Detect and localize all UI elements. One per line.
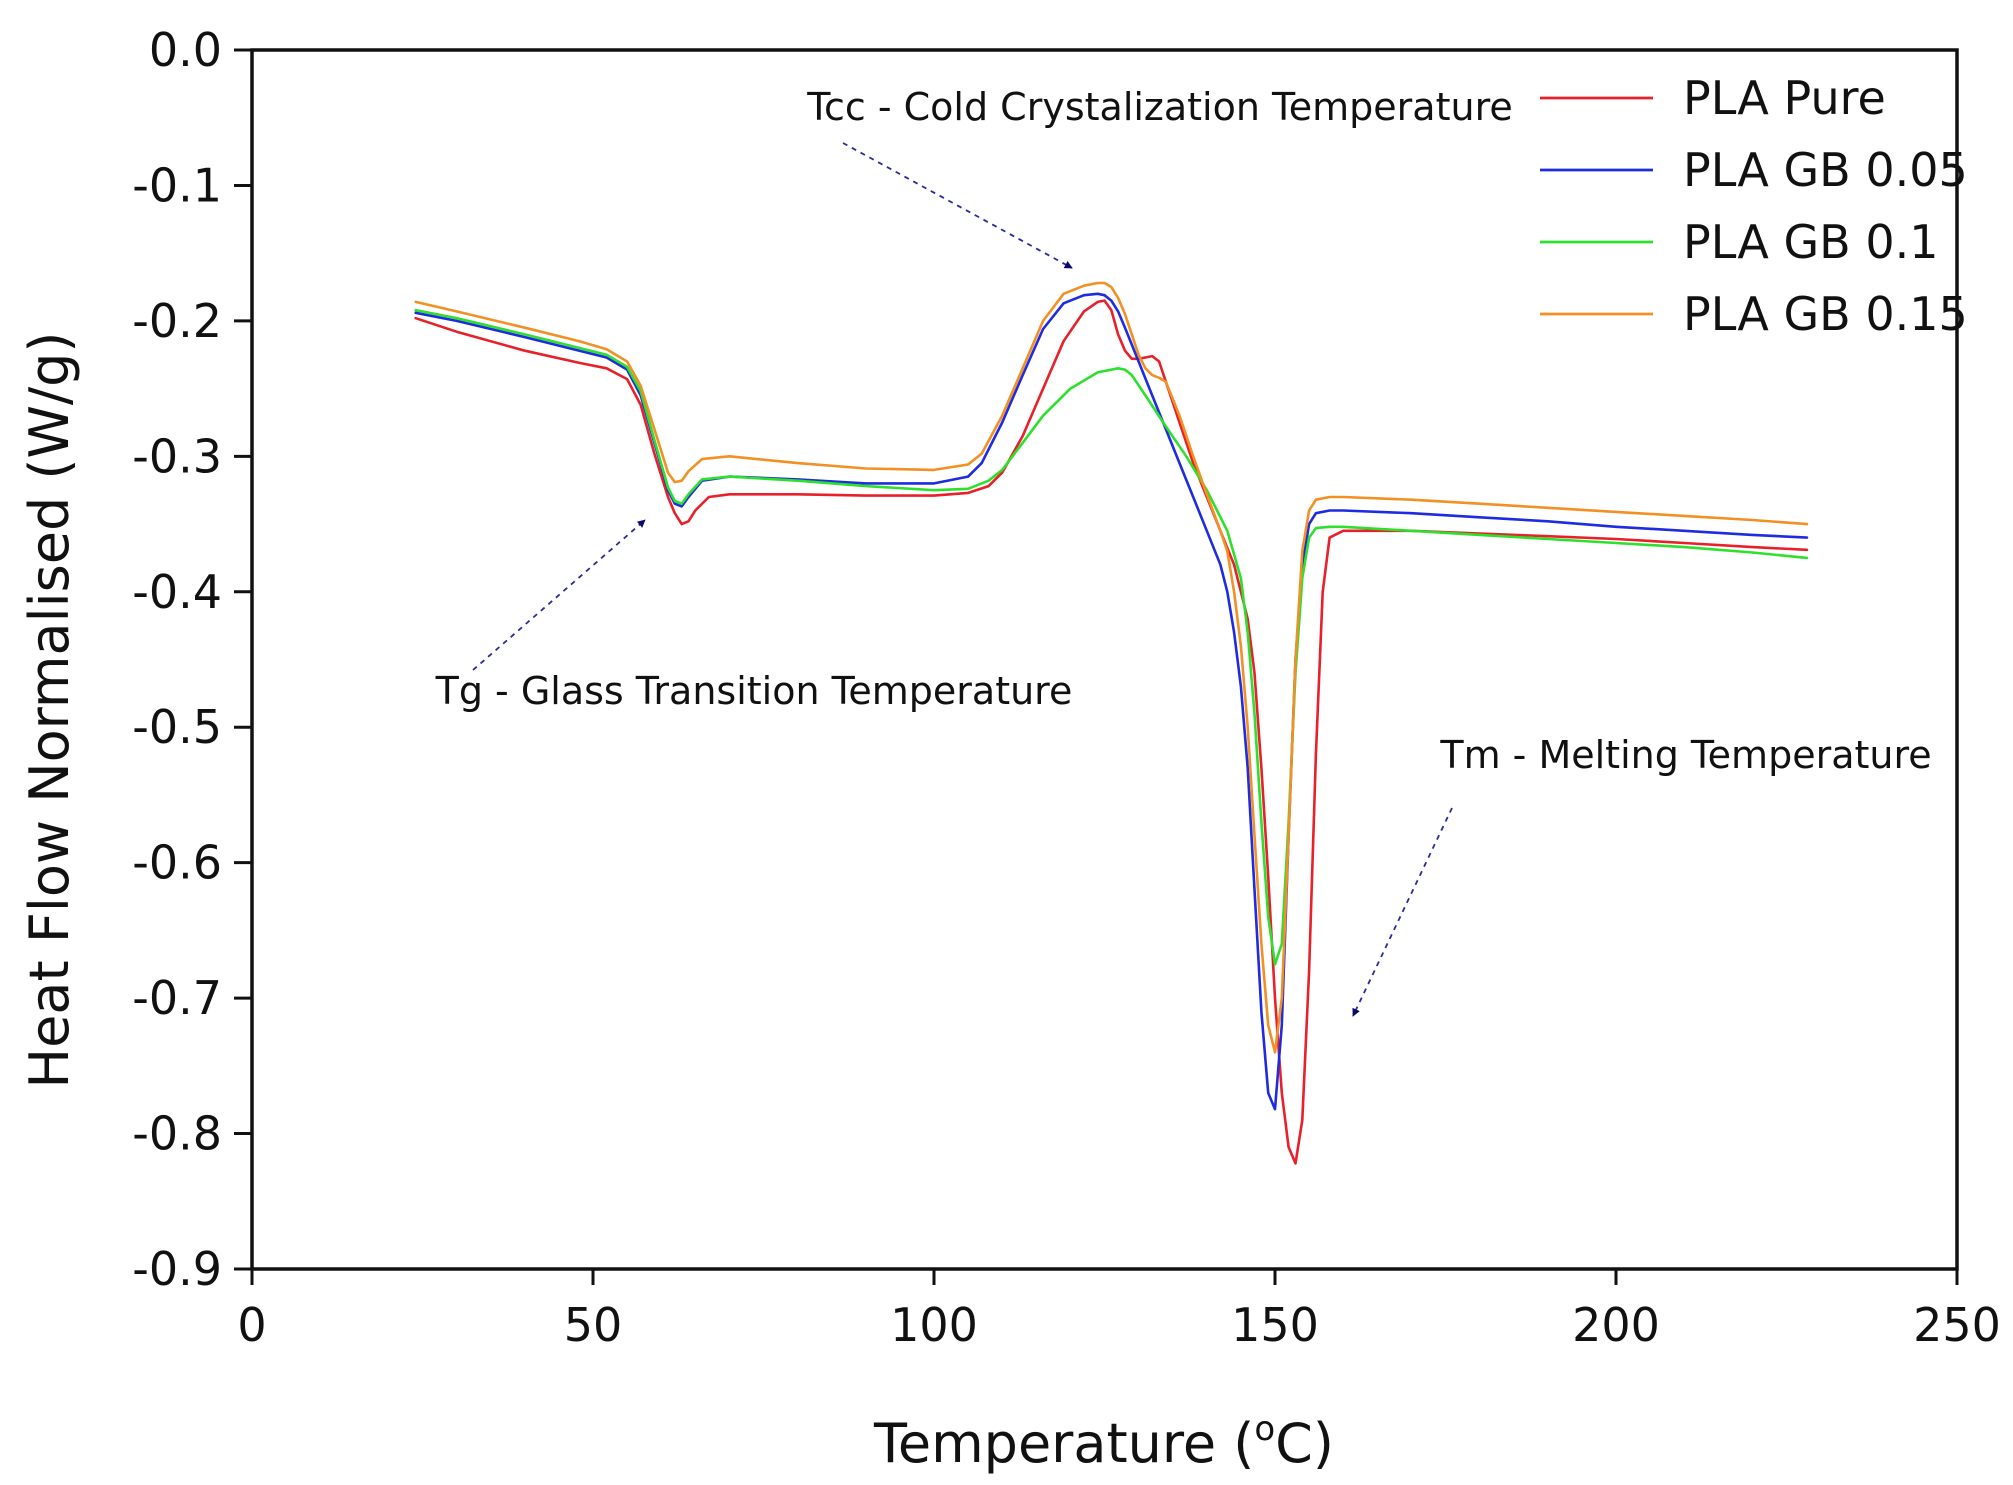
y-tick-label: -0.7 [132, 971, 222, 1025]
legend-label: PLA GB 0.05 [1683, 143, 1968, 197]
x-axis-title: Temperature (oC) [873, 1409, 1334, 1475]
series-line-pla-gb-0-15 [414, 281, 1809, 1054]
y-tick-label: -0.3 [132, 429, 222, 483]
series-line-pla-gb-0-05 [414, 292, 1809, 1111]
x-axis-title-superscript: o [1254, 1409, 1275, 1449]
tcc-annotation: Tcc - Cold Crystalization Temperature [806, 85, 1513, 129]
legend-label: PLA GB 0.1 [1683, 215, 1939, 269]
tm-annotation: Tm - Melting Temperature [1439, 733, 1931, 777]
y-tick-label: -0.1 [132, 158, 222, 212]
series-line-pla-pure [414, 299, 1809, 1165]
legend: PLA Pure PLA GB 0.05 PLA GB 0.1 PLA GB 0.15 [1540, 71, 1968, 341]
x-tick-label: 250 [1913, 1298, 2001, 1352]
tg-arrow [472, 519, 646, 671]
y-axis-ticks: 0.0 -0.1 -0.2 -0.3 -0.4 -0.5 -0.6 -0.7 -0.8 -0.9 [132, 23, 252, 1296]
x-tick-label: 50 [564, 1298, 623, 1352]
series-group [414, 281, 1809, 1165]
legend-label: PLA GB 0.15 [1683, 287, 1968, 341]
y-tick-label: -0.6 [132, 836, 222, 890]
tm-arrow [1352, 807, 1453, 1017]
y-tick-label: -0.9 [132, 1242, 222, 1296]
tg-annotation: Tg - Glass Transition Temperature [435, 669, 1073, 713]
y-tick-label: -0.8 [132, 1107, 222, 1161]
y-tick-label: -0.5 [132, 700, 222, 754]
x-axis-ticks: 0 50 100 150 200 250 [237, 1269, 2001, 1352]
x-tick-label: 100 [890, 1298, 978, 1352]
legend-label: PLA Pure [1683, 71, 1886, 125]
annotations: Tcc - Cold Crystalization Temperature Tg… [435, 85, 1932, 1017]
x-axis-title-text: Temperature ( [873, 1412, 1254, 1475]
plot-frame [250, 48, 1959, 1271]
y-tick-label: -0.2 [132, 294, 222, 348]
series-line-pla-gb-0-1 [414, 308, 1809, 966]
y-axis-title: Heat Flow Normalised (W/g) [18, 332, 81, 1089]
x-tick-label: 200 [1572, 1298, 1660, 1352]
tcc-arrow [842, 142, 1073, 269]
x-tick-label: 150 [1231, 1298, 1319, 1352]
y-tick-label: 0.0 [149, 23, 222, 77]
y-tick-label: -0.4 [132, 565, 222, 619]
x-axis-title-suffix: C) [1275, 1412, 1334, 1475]
x-tick-label: 0 [237, 1298, 266, 1352]
